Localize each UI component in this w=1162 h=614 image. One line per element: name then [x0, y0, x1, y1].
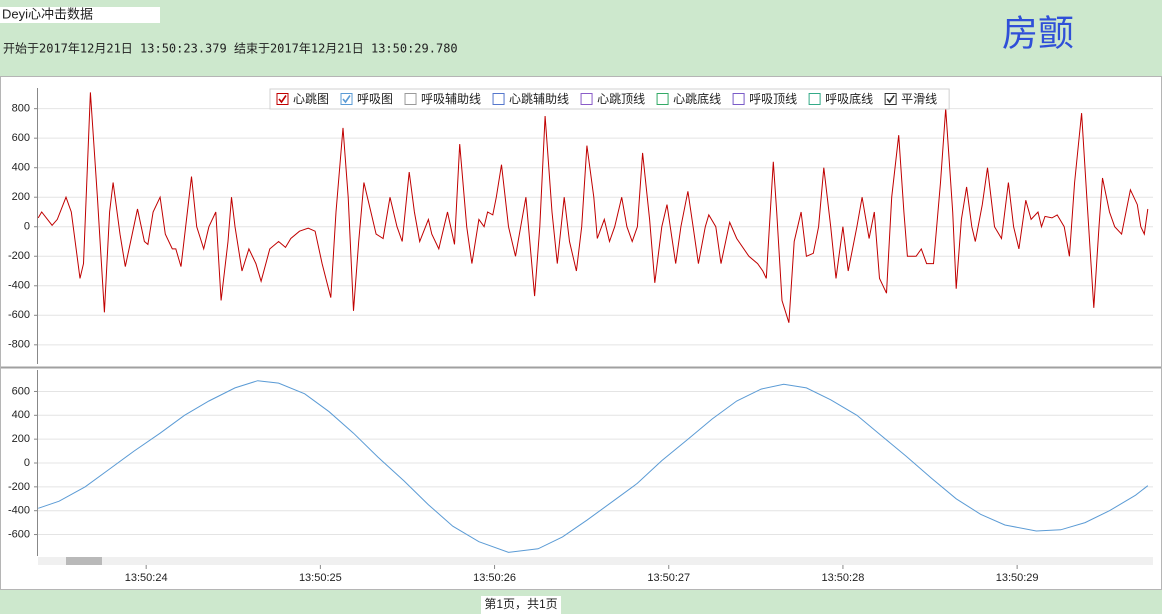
scroll-thumb[interactable]	[66, 557, 102, 565]
legend-checkbox[interactable]	[276, 93, 289, 105]
legend-label[interactable]: 心跳辅助线	[509, 92, 569, 106]
legend-check[interactable]	[278, 95, 287, 104]
legend-check[interactable]	[886, 95, 895, 104]
y-tick-label: 600	[12, 132, 30, 144]
legend-label[interactable]: 呼吸图	[357, 92, 393, 106]
legend-checkbox[interactable]	[580, 93, 593, 105]
pagination-box	[481, 596, 561, 614]
y-tick-label: 200	[12, 191, 30, 203]
legend-checkbox[interactable]	[732, 93, 745, 105]
title-box	[0, 7, 160, 23]
legend-label[interactable]: 心跳顶线	[597, 92, 645, 106]
y-tick-label: -200	[8, 250, 30, 262]
legend-checkbox[interactable]	[884, 93, 897, 105]
footer	[0, 591, 1162, 614]
y-tick-label: -800	[8, 339, 30, 351]
series-line	[37, 92, 1149, 323]
legend-label[interactable]: 呼吸底线	[825, 91, 873, 106]
legend	[269, 88, 950, 110]
y-tick-label: -600	[8, 309, 30, 321]
legend-checkbox[interactable]	[808, 93, 821, 105]
x-tick-label: 13:50:26	[473, 572, 516, 584]
series-line	[38, 380, 1149, 553]
x-tick-label: 13:50:24	[125, 572, 168, 584]
legend-label[interactable]: 心跳图	[293, 92, 329, 106]
legend-checkbox[interactable]	[492, 93, 505, 105]
x-tick-label: 13:50:25	[299, 572, 342, 584]
x-tick-label: 13:50:28	[822, 572, 865, 584]
legend-label[interactable]: 心跳底线	[673, 91, 721, 106]
x-tick-label: 13:50:27	[647, 572, 690, 584]
y-tick-label: 600	[12, 385, 30, 397]
y-tick-label: -200	[8, 481, 30, 493]
legend-checkbox[interactable]	[404, 93, 417, 105]
y-tick-label: -400	[8, 280, 30, 292]
y-tick-label: -600	[8, 528, 30, 540]
legend-label[interactable]: 呼吸顶线	[749, 92, 797, 106]
y-tick-label: 400	[12, 409, 30, 421]
legend-checkbox[interactable]	[656, 93, 669, 105]
x-tick-label: 13:50:29	[996, 572, 1039, 584]
legend-checkbox[interactable]	[340, 93, 353, 105]
y-tick-label: 400	[12, 162, 30, 174]
legend-check[interactable]	[342, 95, 351, 104]
y-tick-label: -400	[8, 505, 30, 517]
y-tick-label: 0	[24, 221, 30, 233]
y-tick-label: 200	[12, 433, 30, 445]
chart-panel	[0, 76, 1162, 590]
y-tick-label: 800	[12, 103, 30, 115]
patient-label: 房颤	[1002, 13, 1074, 53]
pagination: 第1页，共1页	[484, 597, 557, 611]
y-tick-label: 0	[24, 457, 30, 469]
app-title: Deyi心冲击数据	[2, 6, 93, 21]
scrollbar[interactable]	[38, 557, 1153, 565]
legend-label[interactable]: 平滑线	[901, 92, 937, 106]
time-range: 开始于2017年12月21日 13:50:23.379 结束于2017年12月2…	[3, 42, 458, 56]
legend-label[interactable]: 呼吸辅助线	[421, 92, 481, 106]
